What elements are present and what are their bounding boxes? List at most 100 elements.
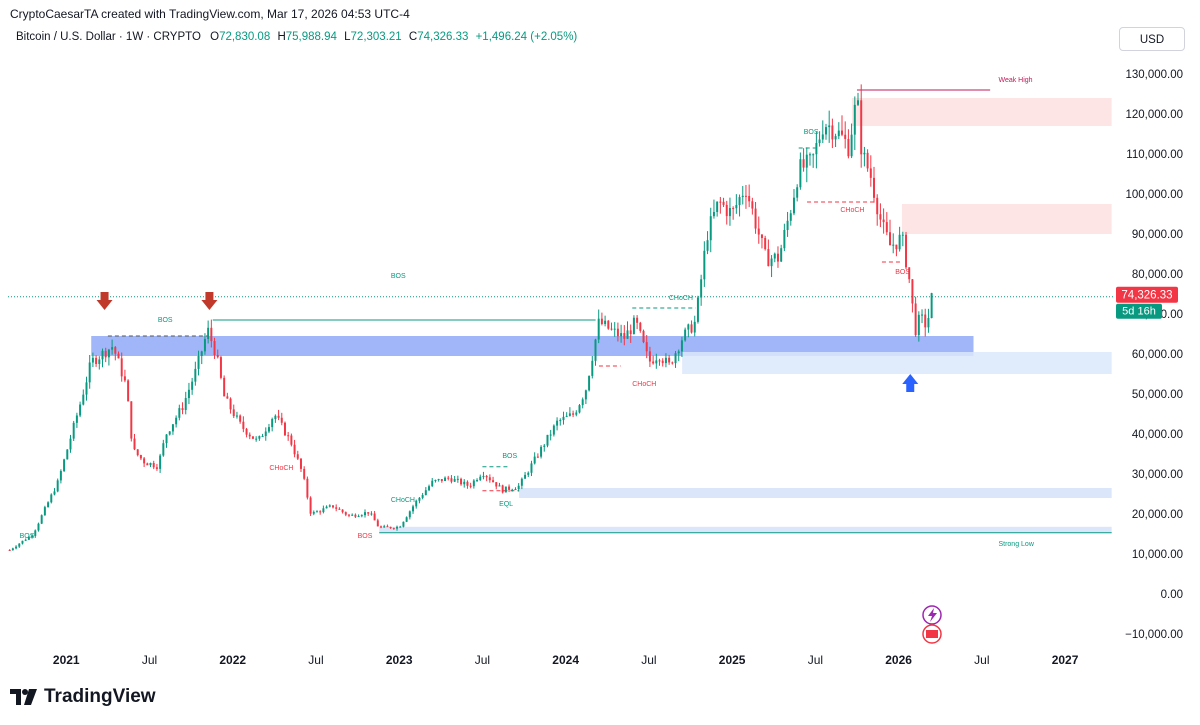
candle-body bbox=[565, 415, 568, 417]
candle-body bbox=[773, 253, 776, 259]
candle-body bbox=[386, 526, 389, 528]
candle-body bbox=[357, 516, 360, 518]
candle-body bbox=[258, 436, 261, 439]
zones-layer bbox=[91, 98, 1112, 533]
candle-body bbox=[31, 535, 34, 537]
candle-body bbox=[123, 376, 126, 381]
candle-body bbox=[53, 491, 56, 495]
candle-body bbox=[492, 480, 495, 483]
price-axis: 130,000.00 120,000.00 110,000.00 100,000.00… bbox=[1125, 69, 1183, 641]
symbol-title[interactable]: Bitcoin / U.S. Dollar · 1W · CRYPTO bbox=[16, 31, 201, 43]
y-tick-label: 100,000.00 bbox=[1125, 189, 1183, 201]
candle-body bbox=[101, 350, 104, 360]
annotation-choch: CHoCH bbox=[269, 465, 293, 472]
candle-body bbox=[392, 528, 395, 530]
candle-body bbox=[232, 409, 235, 417]
candle-body bbox=[556, 420, 559, 426]
candle-body bbox=[789, 213, 792, 221]
candle-body bbox=[418, 497, 421, 501]
candle-body bbox=[287, 435, 290, 437]
candle-body bbox=[130, 401, 133, 439]
candle-body bbox=[725, 204, 728, 217]
candle-body bbox=[69, 438, 72, 450]
candle-body bbox=[658, 360, 661, 362]
candle-body bbox=[613, 328, 616, 330]
candle-body bbox=[780, 248, 783, 262]
candle-body bbox=[111, 347, 114, 350]
candle-body bbox=[325, 506, 328, 509]
price-chart[interactable]: BOS BOS BOS CHoCH BOS CHoCH BOS EQL CHoCH CHoCH BO… bbox=[0, 50, 1200, 670]
candle-body bbox=[405, 517, 408, 522]
candle-body bbox=[524, 474, 527, 479]
candle-body bbox=[456, 478, 459, 480]
candle-body bbox=[873, 177, 876, 198]
candle-body bbox=[303, 468, 306, 479]
x-tick-label: 2022 bbox=[219, 653, 246, 667]
close-value: 74,326.33 bbox=[417, 31, 469, 43]
candle-body bbox=[72, 422, 75, 439]
candle-body bbox=[808, 154, 811, 156]
candle-body bbox=[447, 477, 450, 479]
candle-body bbox=[786, 220, 789, 230]
candle-body bbox=[860, 100, 863, 155]
candle-body bbox=[600, 318, 603, 325]
currency-button[interactable]: USD bbox=[1119, 27, 1185, 51]
candle-body bbox=[652, 361, 655, 364]
candle-body bbox=[620, 333, 623, 337]
candle-body bbox=[693, 321, 696, 333]
candle-body bbox=[863, 152, 866, 155]
candle-body bbox=[623, 333, 626, 339]
candle-body bbox=[517, 485, 520, 490]
candle-body bbox=[588, 375, 591, 391]
candle-body bbox=[24, 539, 27, 541]
candle-body bbox=[511, 489, 514, 491]
candle-body bbox=[645, 342, 648, 352]
candle-body bbox=[530, 463, 533, 473]
x-tick-label: 2026 bbox=[885, 653, 912, 667]
candle-body bbox=[879, 214, 882, 220]
x-tick-label: Jul bbox=[808, 653, 823, 667]
candle-body bbox=[120, 358, 123, 377]
candle-body bbox=[139, 455, 142, 459]
candle-body bbox=[792, 197, 795, 214]
candle-body bbox=[626, 330, 629, 339]
candle-body bbox=[463, 481, 466, 485]
candle-body bbox=[79, 404, 82, 416]
candle-body bbox=[322, 508, 325, 513]
candle-body bbox=[876, 197, 879, 215]
candle-body bbox=[655, 360, 658, 364]
candle-body bbox=[27, 536, 30, 540]
candle-body bbox=[383, 526, 386, 528]
y-tick-label: 130,000.00 bbox=[1125, 69, 1183, 81]
candle-body bbox=[648, 351, 651, 362]
tradingview-logo[interactable]: TradingView bbox=[10, 686, 156, 708]
candle-body bbox=[299, 458, 302, 469]
candle-body bbox=[568, 413, 571, 416]
candle-body bbox=[133, 438, 136, 450]
annotation-bos: BOS bbox=[804, 129, 819, 136]
candle-body bbox=[642, 330, 645, 343]
candle-body bbox=[453, 479, 456, 482]
close-label: C bbox=[408, 31, 418, 43]
candle-body bbox=[184, 398, 187, 410]
candle-body bbox=[764, 238, 767, 250]
candle-body bbox=[757, 228, 760, 235]
candle-body bbox=[610, 328, 613, 330]
candle-body bbox=[831, 125, 834, 140]
y-tick-label: 30,000.00 bbox=[1132, 469, 1183, 481]
candle-body bbox=[639, 322, 642, 331]
zone-3 bbox=[379, 526, 1112, 533]
candle-body bbox=[671, 362, 674, 364]
y-tick-label: −10,000.00 bbox=[1125, 629, 1183, 641]
change-value: +1,496.24 (+2.05%) bbox=[475, 31, 578, 43]
candle-body bbox=[187, 389, 190, 399]
indicator-icons[interactable] bbox=[922, 605, 942, 644]
candle-body bbox=[408, 511, 411, 518]
x-tick-label: 2027 bbox=[1052, 653, 1079, 667]
candle-body bbox=[319, 511, 322, 513]
y-tick-label: 40,000.00 bbox=[1132, 429, 1183, 441]
candle-body bbox=[821, 134, 824, 140]
candle-body bbox=[674, 353, 677, 364]
candle-body bbox=[837, 130, 840, 137]
y-tick-label: 110,000.00 bbox=[1126, 149, 1183, 161]
